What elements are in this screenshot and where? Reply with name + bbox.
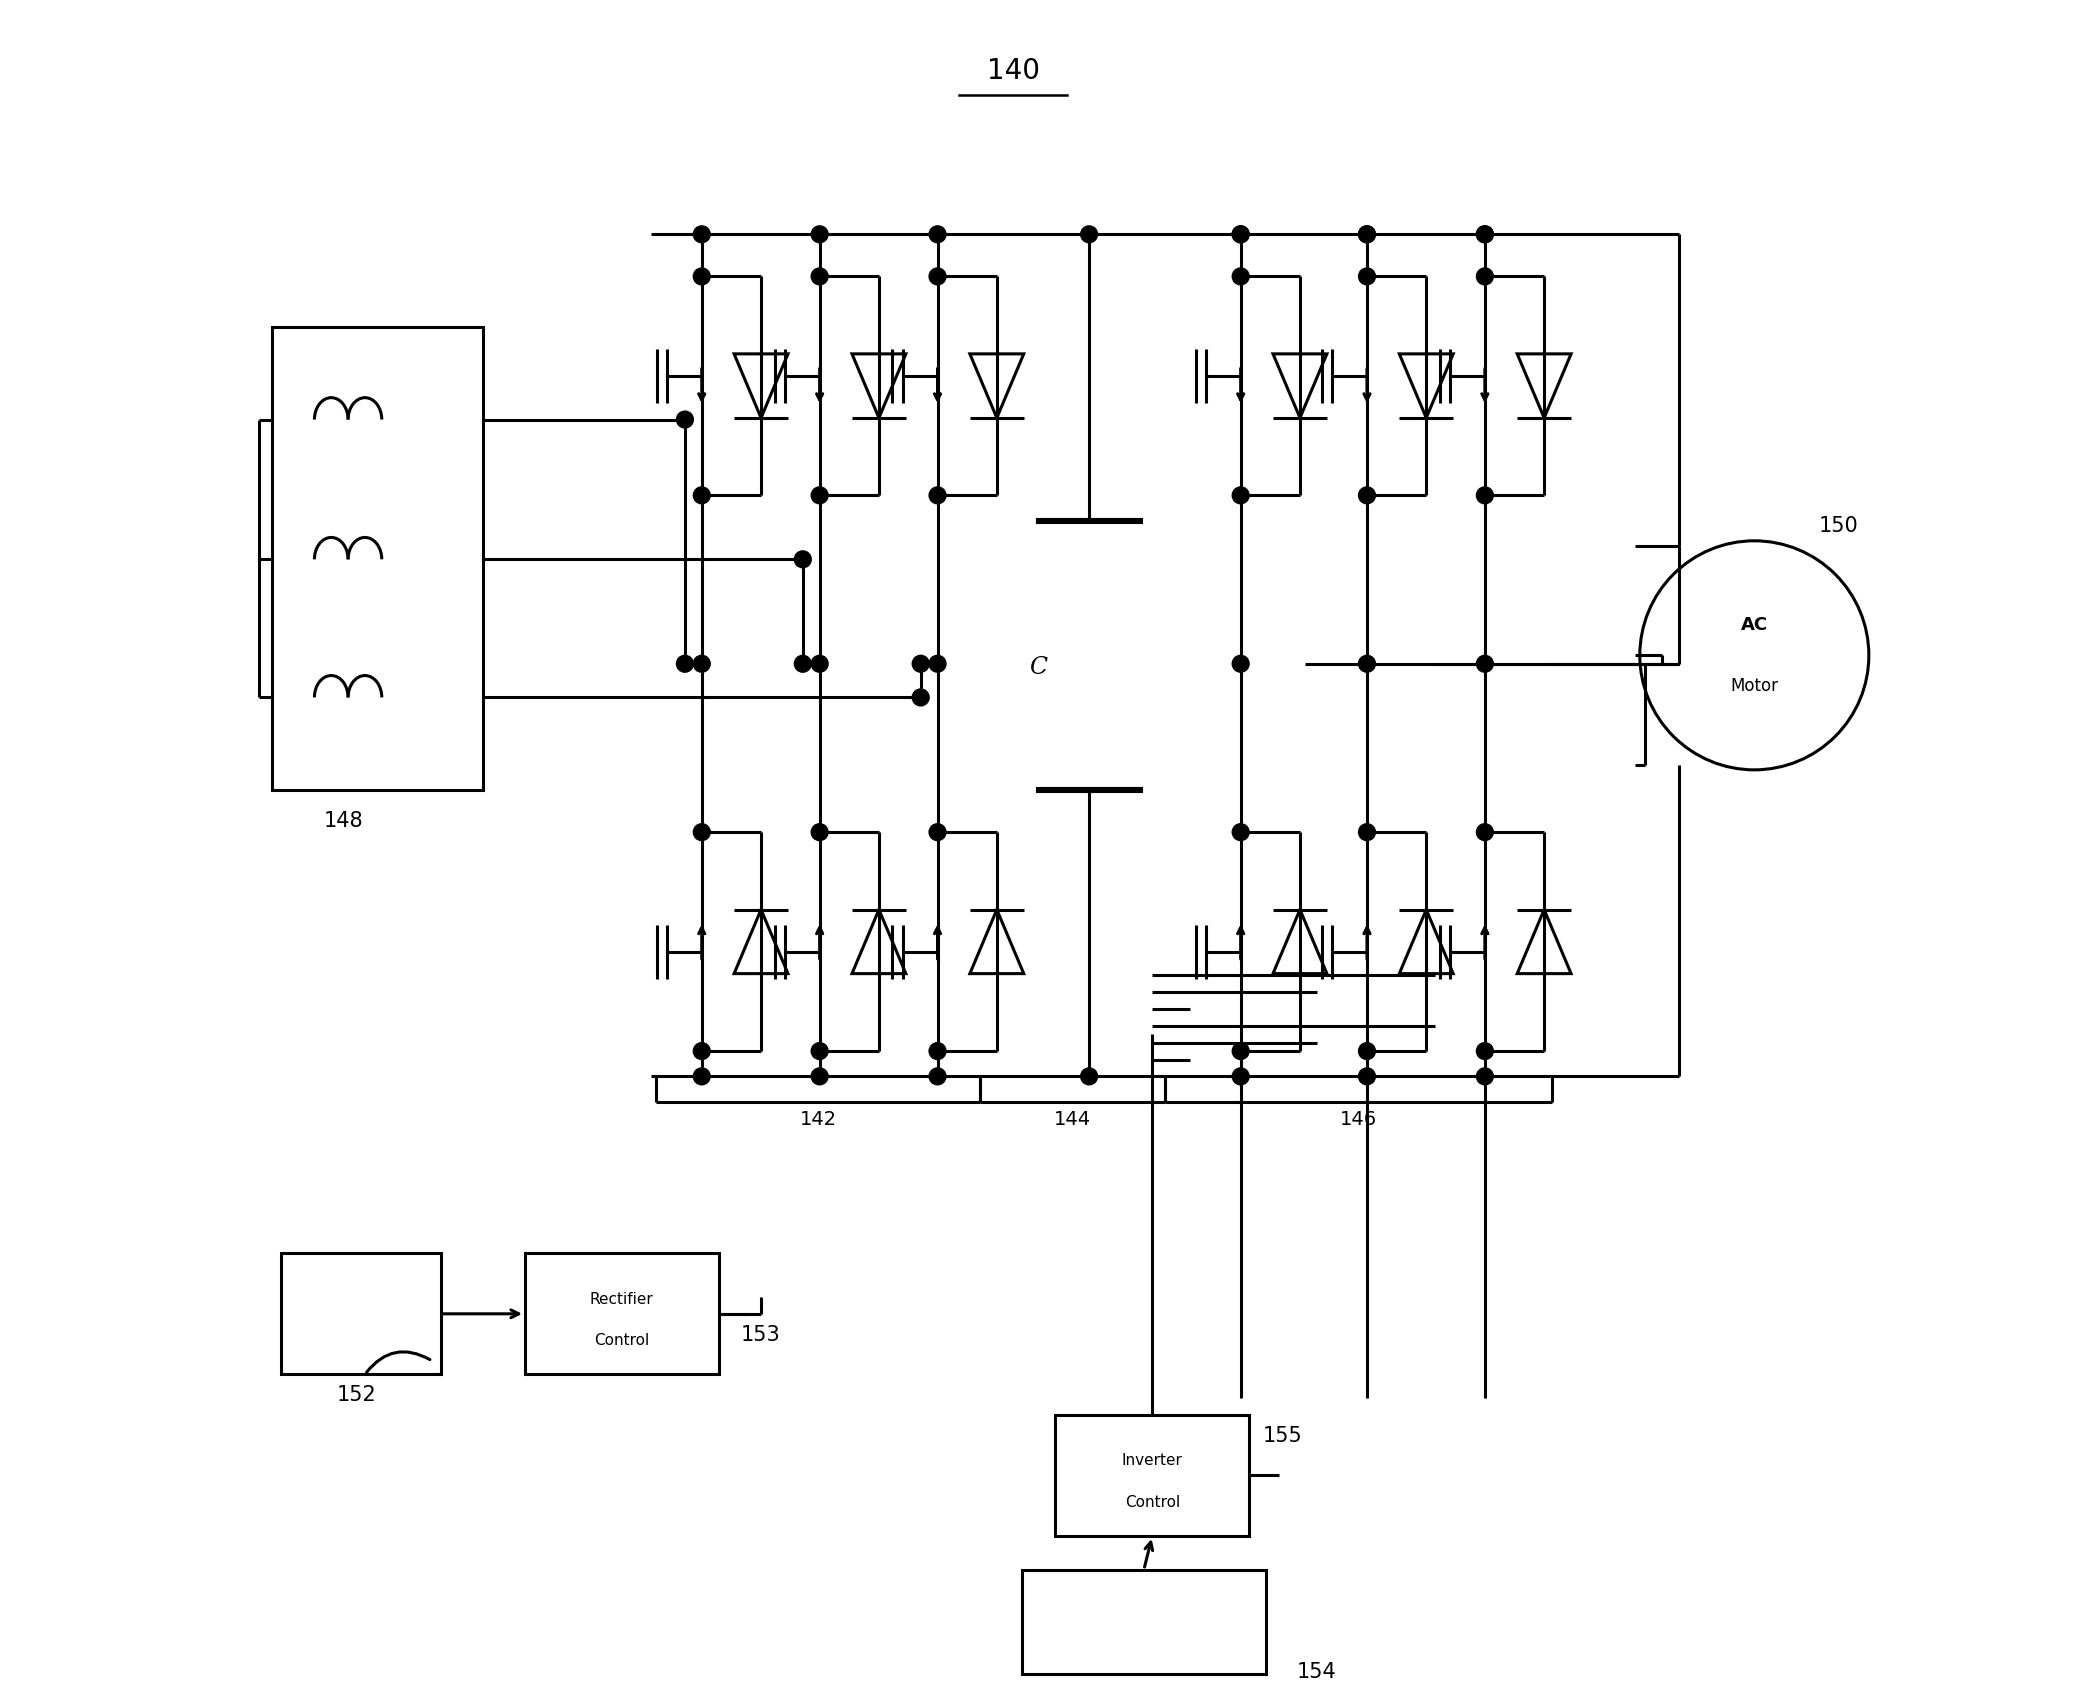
Circle shape: [1359, 824, 1376, 841]
Text: 146: 146: [1340, 1110, 1378, 1129]
Text: Control: Control: [595, 1333, 649, 1348]
Circle shape: [930, 487, 946, 504]
Bar: [526, 1253, 718, 1374]
Bar: [1022, 1569, 1267, 1674]
Circle shape: [1231, 268, 1250, 285]
Circle shape: [913, 655, 930, 672]
Text: Motor: Motor: [1730, 676, 1778, 694]
Circle shape: [1359, 655, 1376, 672]
Circle shape: [1359, 268, 1376, 285]
Polygon shape: [852, 353, 907, 418]
Polygon shape: [1399, 353, 1453, 418]
Circle shape: [810, 1068, 827, 1085]
Circle shape: [1640, 540, 1868, 769]
Circle shape: [676, 655, 693, 672]
Circle shape: [794, 655, 810, 672]
Text: 152: 152: [337, 1386, 377, 1406]
Circle shape: [693, 824, 710, 841]
Circle shape: [930, 226, 946, 243]
Circle shape: [693, 1043, 710, 1060]
Circle shape: [1081, 226, 1097, 243]
Circle shape: [1476, 655, 1493, 672]
Polygon shape: [735, 910, 787, 973]
Polygon shape: [970, 353, 1024, 418]
Circle shape: [810, 824, 827, 841]
Circle shape: [794, 550, 810, 567]
Circle shape: [930, 268, 946, 285]
Circle shape: [1476, 226, 1493, 243]
Circle shape: [1359, 487, 1376, 504]
Circle shape: [693, 487, 710, 504]
Circle shape: [1231, 1068, 1250, 1085]
Polygon shape: [852, 910, 907, 973]
Circle shape: [1231, 226, 1250, 243]
Text: Control: Control: [1124, 1494, 1179, 1510]
Text: AC: AC: [1740, 616, 1767, 633]
Text: 155: 155: [1263, 1426, 1302, 1445]
Circle shape: [693, 226, 710, 243]
Polygon shape: [1273, 353, 1328, 418]
Circle shape: [930, 1068, 946, 1085]
Circle shape: [930, 1043, 946, 1060]
Bar: [281, 1253, 440, 1374]
Text: 148: 148: [322, 812, 362, 830]
Text: C: C: [1028, 655, 1047, 679]
Text: 154: 154: [1296, 1662, 1336, 1681]
Circle shape: [1476, 1068, 1493, 1085]
Circle shape: [913, 689, 930, 706]
Polygon shape: [1399, 910, 1453, 973]
Circle shape: [1081, 1068, 1097, 1085]
Circle shape: [810, 226, 827, 243]
Circle shape: [1476, 487, 1493, 504]
Circle shape: [1476, 824, 1493, 841]
Circle shape: [1359, 1068, 1376, 1085]
Circle shape: [1231, 487, 1250, 504]
Circle shape: [693, 1068, 710, 1085]
Circle shape: [810, 655, 827, 672]
Polygon shape: [970, 910, 1024, 973]
Text: 153: 153: [741, 1324, 781, 1345]
Text: 150: 150: [1818, 516, 1857, 537]
Circle shape: [810, 1043, 827, 1060]
Circle shape: [1231, 1043, 1250, 1060]
Polygon shape: [1273, 910, 1328, 973]
Circle shape: [810, 487, 827, 504]
Circle shape: [1476, 268, 1493, 285]
Circle shape: [1476, 1043, 1493, 1060]
Polygon shape: [1518, 353, 1570, 418]
Circle shape: [1359, 1043, 1376, 1060]
Circle shape: [930, 655, 946, 672]
Text: 142: 142: [800, 1110, 836, 1129]
Circle shape: [1231, 655, 1250, 672]
Circle shape: [1359, 226, 1376, 243]
Circle shape: [1359, 226, 1376, 243]
Circle shape: [693, 268, 710, 285]
Text: 144: 144: [1053, 1110, 1091, 1129]
Text: Inverter: Inverter: [1122, 1453, 1183, 1469]
Circle shape: [1476, 226, 1493, 243]
Circle shape: [1231, 824, 1250, 841]
Text: 140: 140: [986, 58, 1041, 85]
Bar: [1055, 1414, 1250, 1537]
Circle shape: [1231, 226, 1250, 243]
FancyArrowPatch shape: [366, 1352, 429, 1372]
Circle shape: [693, 655, 710, 672]
Polygon shape: [735, 353, 787, 418]
Polygon shape: [1518, 910, 1570, 973]
Circle shape: [676, 411, 693, 428]
Circle shape: [930, 824, 946, 841]
Circle shape: [810, 268, 827, 285]
Text: Rectifier: Rectifier: [591, 1292, 653, 1307]
Bar: [272, 328, 484, 790]
